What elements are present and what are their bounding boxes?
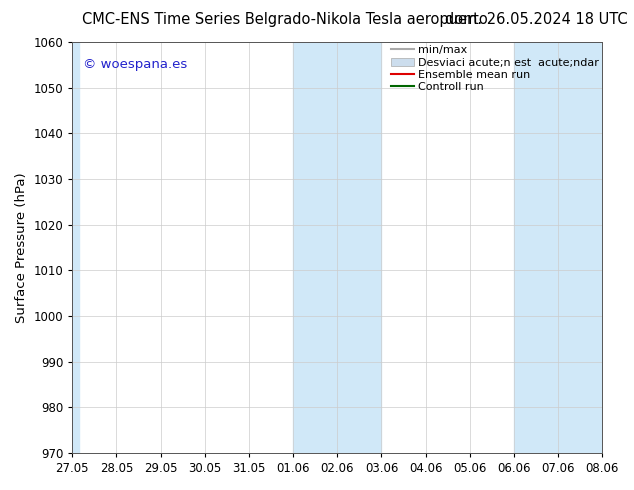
Y-axis label: Surface Pressure (hPa): Surface Pressure (hPa) (15, 172, 28, 323)
Bar (72, 42, 79, 453)
Bar (293, 42, 382, 453)
Legend: min/max, Desviaci acute;n est  acute;ndar, Ensemble mean run, Controll run: min/max, Desviaci acute;n est acute;ndar… (391, 46, 599, 92)
Text: © woespana.es: © woespana.es (83, 58, 187, 72)
Text: CMC-ENS Time Series Belgrado-Nikola Tesla aeropuerto: CMC-ENS Time Series Belgrado-Nikola Tesl… (82, 12, 488, 27)
Bar (514, 42, 602, 453)
Text: dom. 26.05.2024 18 UTC: dom. 26.05.2024 18 UTC (445, 12, 628, 27)
